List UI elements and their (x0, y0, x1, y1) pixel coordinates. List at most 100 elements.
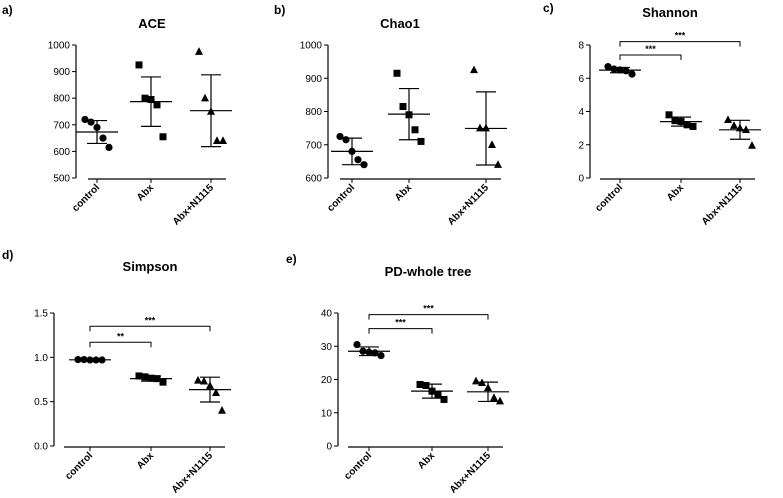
x-tick-label: control (63, 450, 95, 482)
significance-bracket (619, 54, 682, 60)
panel-label: d) (2, 248, 13, 262)
series-abx (411, 380, 453, 403)
series-abx (388, 69, 430, 145)
y-tick-label: 1000 (300, 41, 323, 52)
y-tick-label: 4 (578, 107, 584, 118)
y-tick-label: 40 (321, 309, 333, 320)
significance-label: ** (117, 331, 125, 341)
data-point (496, 396, 504, 405)
series-abx (130, 372, 172, 386)
panel-label: e) (286, 252, 297, 266)
data-point (472, 376, 480, 385)
data-point (159, 378, 167, 386)
data-point (213, 136, 221, 144)
data-point (141, 373, 149, 381)
significance-label: *** (675, 31, 686, 41)
y-tick-label: 700 (305, 140, 322, 151)
data-point (194, 375, 202, 384)
y-tick-label: 900 (53, 67, 70, 78)
data-point (201, 93, 209, 102)
data-point (141, 94, 149, 102)
series-abx-n1115 (190, 47, 232, 148)
panel-label: b) (274, 3, 285, 17)
significance-bracket (89, 341, 152, 348)
data-point (488, 140, 496, 148)
panel-title: ACE (138, 16, 166, 31)
y-tick-label: 8 (578, 41, 584, 52)
series-abx (130, 61, 172, 141)
y-tick-label: 0.5 (34, 397, 48, 408)
x-tick-label: Abx+N1115 (700, 182, 746, 228)
y-tick-label: 10 (321, 408, 333, 419)
data-point (399, 103, 407, 111)
data-point (200, 376, 208, 385)
data-point (81, 115, 89, 124)
x-tick-label: Abx (416, 450, 437, 471)
series-abx-n1115 (465, 65, 507, 168)
data-point (490, 393, 498, 401)
significance-bracket (89, 325, 211, 332)
y-tick-label: 600 (305, 174, 322, 185)
significance-bracket (619, 41, 741, 47)
series-control (348, 340, 390, 360)
y-tick-label: 800 (53, 94, 70, 105)
x-tick-label: Abx (135, 182, 156, 203)
data-point (665, 111, 673, 119)
panel-simpson: d) Simpson 0.0 0.5 1.0 1.5 control Abx Abx+N1115… (2, 248, 231, 496)
data-point (353, 340, 361, 349)
significance-label: *** (645, 44, 656, 54)
data-point (416, 380, 424, 388)
data-point (360, 161, 368, 169)
panel-pd-whole-tree: e) PD-whole tree 0 10 20 30 40 control Abx Abx+N1… (286, 252, 509, 496)
data-point (218, 406, 226, 414)
panel-title: Chao1 (380, 16, 420, 31)
x-tick-label: control (325, 182, 357, 214)
data-point (730, 121, 738, 129)
series-control (331, 132, 373, 169)
x-tick-label: Abx (393, 182, 414, 203)
series-abx-n1115 (467, 376, 509, 405)
y-tick-label: 700 (53, 120, 70, 131)
data-point (434, 390, 442, 398)
y-tick-label: 20 (321, 375, 333, 386)
data-point (604, 63, 612, 71)
data-point (354, 156, 362, 164)
data-point (671, 117, 679, 125)
data-point (470, 65, 478, 74)
significance-label: *** (423, 304, 434, 314)
y-tick-label: 500 (53, 174, 70, 185)
data-point (742, 125, 750, 133)
panel-title: PD-whole tree (385, 264, 472, 279)
y-tick-label: 30 (321, 342, 333, 353)
series-control (76, 115, 118, 152)
y-tick-label: 0.0 (34, 442, 48, 453)
significance-bracket (368, 314, 489, 320)
data-point (377, 351, 385, 360)
x-tick-label: Abx (665, 182, 686, 203)
data-point (494, 160, 502, 168)
y-tick-label: 0 (578, 174, 584, 185)
data-point (135, 372, 143, 380)
x-tick-label: Abx+N1115 (446, 182, 492, 228)
y-tick-label: 1.0 (34, 353, 48, 364)
panel-label: c) (543, 1, 554, 15)
data-point (87, 118, 95, 126)
x-tick-label: Abx+N1115 (170, 450, 216, 496)
data-point (422, 381, 430, 389)
y-tick-label: 1.5 (34, 309, 48, 320)
series-abx-n1115 (719, 115, 761, 149)
panel-title: Shannon (642, 5, 698, 20)
data-point (336, 132, 344, 141)
panel-chao1: b) Chao1 600 700 800 900 1000 control Abx Abx+N11… (274, 3, 507, 228)
panel-title: Simpson (123, 259, 178, 274)
y-tick-label: 600 (53, 147, 70, 158)
significance-label: *** (145, 315, 156, 325)
x-tick-label: Abx+N1115 (448, 450, 494, 496)
data-point (99, 134, 107, 142)
data-point (153, 101, 161, 109)
y-tick-label: 900 (305, 74, 322, 85)
x-tick-label: Abx (135, 450, 156, 471)
x-tick-label: control (70, 182, 102, 214)
panel-shannon: c) Shannon 0 2 4 6 8 control Abx Abx+N1115 *** *** (543, 1, 761, 228)
